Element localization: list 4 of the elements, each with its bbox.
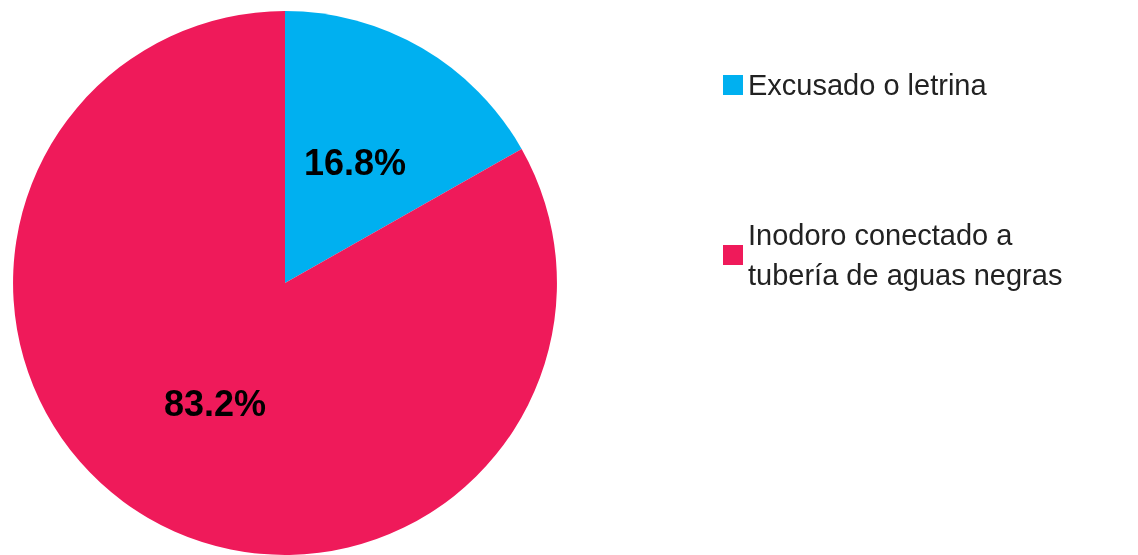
data-label: 83.2% — [163, 382, 267, 424]
legend-label: Inodoro conectado a tubería de aguas negras — [748, 219, 1063, 291]
data-label: 16.8% — [303, 142, 407, 184]
legend-label: Excusado o letrina — [748, 69, 988, 101]
